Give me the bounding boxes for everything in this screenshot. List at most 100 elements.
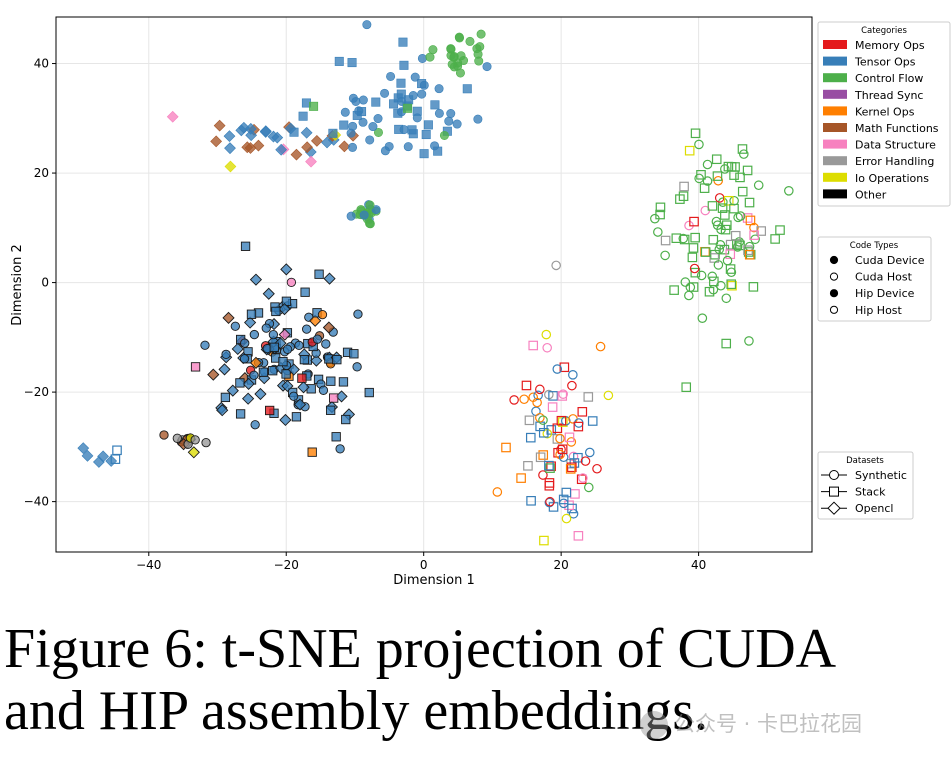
scatter-point [291, 412, 302, 422]
scatter-point [322, 321, 336, 334]
scatter-point [528, 340, 539, 351]
scatter-point [240, 338, 250, 348]
scatter-point [398, 37, 408, 47]
scatter-point [742, 213, 753, 223]
scatter-point [430, 100, 440, 110]
y-tick-label: 40 [34, 57, 49, 71]
scatter-point [349, 349, 359, 359]
scatter-point [417, 53, 427, 63]
scatter-point [720, 164, 730, 174]
axes-frame [55, 16, 813, 553]
x-tick-label: −20 [274, 558, 299, 572]
scatter-point [784, 185, 794, 196]
scatter-point [525, 432, 536, 443]
scatter-point [250, 420, 260, 430]
scatter-point [557, 444, 568, 455]
scatter-point [715, 240, 726, 250]
scatter-point [434, 84, 444, 94]
scatter-point [281, 379, 294, 393]
scatter-point [353, 309, 363, 319]
scatter-point [306, 384, 316, 394]
scatter-point [714, 193, 725, 203]
scatter-point [548, 391, 558, 401]
scatter-point [271, 306, 281, 317]
scatter-point [396, 78, 406, 88]
scatter-point [532, 397, 542, 408]
scatter-point [281, 369, 291, 379]
legend-entry-label: Opencl [855, 502, 893, 515]
y-tick-label: 20 [34, 166, 49, 180]
scatter-point [261, 323, 271, 333]
scatter-point [403, 142, 413, 152]
scatter-point [187, 446, 200, 459]
scatter-point [404, 95, 414, 105]
scatter-point [690, 267, 701, 278]
scatter-point [326, 376, 336, 386]
scatter-point [535, 452, 546, 463]
scatter-point [433, 146, 443, 156]
scatter-point [476, 29, 486, 39]
scatter-point [224, 142, 236, 155]
scatter-point [323, 272, 336, 285]
scatter-point [434, 108, 444, 118]
scatter-point [603, 390, 614, 401]
legend-code-types: Code Types Cuda Device Cuda Host Hip Devic… [817, 236, 932, 322]
legend-entry-label: Kernel Ops [855, 105, 915, 118]
scatter-point [714, 244, 725, 255]
scatter-point [660, 250, 670, 261]
scatter-point [567, 380, 577, 391]
scatter-point [524, 415, 535, 426]
scatter-point [166, 110, 179, 123]
figure-caption: Figure 6: t-SNE projection of CUDA and H… [4, 618, 950, 742]
scatter-point [726, 279, 737, 290]
y-tick-label: 0 [41, 276, 49, 290]
scatter-point [709, 253, 720, 263]
scatter-point [371, 205, 381, 215]
scatter-point [314, 269, 324, 279]
scatter-point [410, 72, 420, 82]
scatter-point [688, 243, 699, 253]
scatter-point [230, 321, 240, 331]
legend-swatch [823, 40, 847, 49]
scatter-point [235, 409, 246, 419]
scatter-point [561, 487, 572, 498]
legend-swatch [823, 123, 847, 132]
scatter-point [684, 145, 695, 156]
scatter-point [310, 354, 323, 367]
scatter-point [335, 444, 345, 454]
scatter-point [707, 271, 718, 282]
scatter-point [711, 216, 722, 227]
scatter-point [249, 329, 259, 340]
scatter-point [312, 334, 323, 344]
scatter-point [368, 122, 378, 132]
scatter-point [565, 464, 576, 474]
scatter-point [242, 377, 255, 390]
scatter-point [331, 432, 341, 442]
scatter-point [403, 103, 413, 113]
scatter-point [254, 387, 267, 401]
scatter-point [735, 172, 745, 183]
scatter-point [708, 234, 719, 245]
scatter-point [298, 111, 308, 121]
scatter-point [551, 260, 561, 271]
scatter-point [516, 473, 526, 483]
scatter-point [544, 460, 554, 471]
scatter-point [725, 249, 736, 260]
scatter-point [97, 450, 109, 463]
scatter-point [735, 211, 746, 221]
scatter-point [300, 126, 313, 139]
scatter-point [240, 241, 251, 251]
legend-entry-label: Math Functions [855, 122, 939, 135]
legend-entry-label: Data Structure [855, 139, 936, 152]
scatter-point [239, 354, 250, 364]
scatter-point [226, 384, 239, 397]
legend-entry-label: Other [855, 188, 887, 201]
scatter-point [297, 373, 307, 383]
scatter-point [348, 121, 358, 131]
legend-swatch [823, 56, 847, 66]
cluster-device-upper-band [166, 110, 359, 173]
scatter-point [671, 233, 682, 243]
scatter-point [726, 267, 737, 278]
scatter-point [732, 242, 743, 252]
scatter-point [712, 171, 723, 181]
